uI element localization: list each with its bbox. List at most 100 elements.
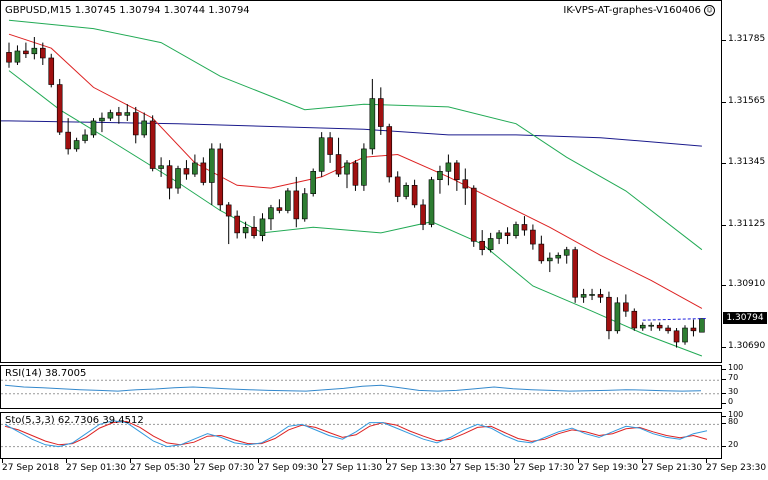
candle: [682, 325, 688, 345]
price-chart-pane[interactable]: GBPUSD,M15 1.30745 1.30794 1.30744 1.307…: [0, 0, 722, 363]
candle: [420, 199, 426, 231]
candle-body: [234, 215, 240, 234]
candle: [597, 288, 604, 303]
candle: [73, 137, 80, 152]
price-chart[interactable]: [1, 1, 721, 362]
candle-body: [470, 187, 477, 242]
candle-body: [454, 162, 460, 181]
candle: [580, 288, 587, 303]
candle: [251, 216, 257, 239]
price-axis-tick: 1.31345: [721, 157, 766, 168]
candle-body: [310, 171, 317, 194]
candle-body: [487, 238, 494, 250]
time-axis-label: 27 Sep 09:30: [258, 459, 319, 473]
candle-body: [639, 324, 646, 329]
candle-body: [589, 294, 595, 296]
candle: [673, 328, 680, 348]
candle-body: [99, 117, 105, 122]
time-axis: 27 Sep 2018 27 Sep 01:30 27 Sep 05:30 27 Se…: [0, 459, 768, 480]
candle: [259, 213, 266, 242]
candle-body: [504, 232, 511, 236]
candle-body: [403, 185, 409, 197]
time-axis-label: 27 Sep 01:30: [66, 459, 127, 473]
price-axis-tick: 1.31785: [721, 34, 766, 45]
candle: [454, 160, 460, 191]
stochastic-chart: [1, 420, 721, 448]
candle-body: [361, 148, 367, 186]
candle: [614, 297, 621, 334]
candle-body: [369, 98, 376, 150]
time-axis-label: 27 Sep 19:30: [578, 459, 639, 473]
candle-body: [242, 226, 249, 234]
time-axis-label: 27 Sep 15:30: [450, 459, 511, 473]
smiley-face-icon[interactable]: ☺: [704, 5, 715, 16]
rsi-axis: 100 70 30 0: [721, 363, 768, 409]
candle: [352, 160, 359, 191]
candle: [377, 87, 384, 135]
time-axis-label: 27 Sep 21:30: [642, 459, 703, 473]
candle-body: [673, 330, 680, 343]
chart-name: IK-VPS-AT-graphes-V160406 ☺: [563, 5, 715, 16]
stochastic-pane[interactable]: Sto(5,3,3) 62.7306 39.4512: [0, 412, 722, 459]
candle-body: [73, 140, 80, 150]
candle-body: [546, 257, 553, 262]
rsi-pane[interactable]: RSI(14) 38.7005: [0, 365, 722, 409]
candle-body: [530, 229, 536, 245]
candle-body: [496, 232, 502, 239]
candle-body: [158, 165, 164, 169]
candle-body: [580, 294, 587, 298]
candle: [631, 308, 638, 331]
candle-body: [90, 120, 97, 136]
candle-body: [293, 190, 300, 220]
candle: [31, 36, 38, 60]
price-axis: 1.31785 1.31565 1.31345 1.31125 1.30910 1.306…: [721, 0, 768, 363]
candle-body: [183, 168, 190, 175]
candle: [487, 232, 494, 253]
candle-body: [251, 226, 257, 236]
candle: [6, 42, 12, 68]
candle: [479, 230, 486, 256]
candle: [132, 106, 139, 144]
candle: [268, 204, 274, 231]
candle-body: [572, 249, 578, 298]
time-axis-label: 27 Sep 11:30: [322, 459, 383, 473]
bollinger-upper-band: [8, 19, 703, 251]
candle-body: [209, 148, 215, 183]
candle-body: [648, 324, 655, 327]
candle: [39, 42, 46, 65]
time-axis-label: 27 Sep 07:30: [194, 459, 255, 473]
candle-body: [124, 112, 131, 116]
time-axis-label: 27 Sep 13:30: [386, 459, 447, 473]
time-axis-label: 27 Sep 05:30: [130, 459, 191, 473]
price-axis-tick: 1.30690: [721, 340, 766, 351]
candle-body: [555, 254, 562, 259]
moving-average-slow: [1, 120, 702, 147]
candle: [369, 78, 376, 155]
candle: [82, 129, 88, 144]
candle: [116, 106, 122, 124]
rsi-line: [4, 384, 702, 392]
price-axis-tick: 1.31125: [721, 218, 766, 229]
candle: [327, 132, 333, 163]
candle-body: [107, 112, 114, 119]
candle-body: [132, 112, 139, 136]
candle: [318, 132, 325, 177]
candle: [546, 252, 553, 273]
candle: [14, 45, 21, 65]
candle: [23, 42, 29, 58]
candle-body: [344, 162, 350, 175]
candle: [699, 318, 705, 333]
time-axis-label: 27 Sep 23:30: [706, 459, 767, 473]
moving-average-fast: [8, 33, 703, 309]
candle: [99, 112, 105, 133]
candle: [335, 137, 342, 177]
candle: [158, 157, 164, 177]
candle: [65, 118, 71, 155]
candle-body: [301, 193, 308, 220]
candle: [530, 224, 536, 250]
stochastic-label: Sto(5,3,3) 62.7306 39.4512: [5, 415, 144, 426]
candle: [183, 160, 190, 180]
rsi-axis-tick: 70: [721, 373, 739, 383]
candle: [234, 210, 240, 239]
candle-body: [352, 162, 359, 186]
